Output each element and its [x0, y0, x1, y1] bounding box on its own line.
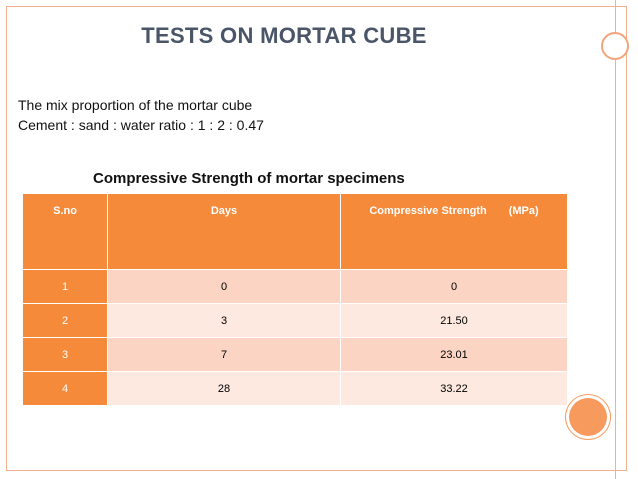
table-caption: Compressive Strength of mortar specimens: [93, 170, 405, 187]
header-sno: S.no: [22, 193, 108, 270]
slide-title: TESTS ON MORTAR CUBE: [141, 23, 427, 48]
cell-strength: 0: [340, 269, 568, 304]
cell-sno: 3: [22, 337, 108, 372]
cell-days: 28: [107, 371, 341, 406]
mix-proportion-line: The mix proportion of the mortar cube: [18, 97, 253, 113]
strength-table: S.no Days Compressive Strength (MPa) 1 0 …: [22, 193, 568, 406]
table-row: 1 0 0: [22, 269, 568, 304]
table-row: 3 7 23.01: [22, 337, 568, 372]
cell-sno: 1: [22, 269, 108, 304]
cell-days: 7: [107, 337, 341, 372]
cell-sno: 4: [22, 371, 108, 406]
table-row: 4 28 33.22: [22, 371, 568, 406]
cell-days: 3: [107, 303, 341, 338]
cell-sno: 2: [22, 303, 108, 338]
header-strength-unit: (MPa): [508, 205, 539, 217]
table-row: 2 3 21.50: [22, 303, 568, 338]
cell-strength: 21.50: [340, 303, 568, 338]
header-days: Days: [107, 193, 341, 270]
cell-days: 0: [107, 269, 341, 304]
cell-strength: 23.01: [340, 337, 568, 372]
header-strength-label: Compressive Strength: [369, 205, 487, 217]
intro-text: The mix proportion of the mortar cube Ce…: [18, 95, 264, 135]
ratio-line: Cement : sand : water ratio : 1 : 2 : 0.…: [18, 117, 264, 133]
slide-frame: [6, 6, 627, 471]
decorative-circle-filled: [569, 398, 607, 436]
decorative-circle-outline: [601, 32, 629, 60]
decorative-edge-line: [615, 0, 616, 479]
cell-strength: 33.22: [340, 371, 568, 406]
header-strength: Compressive Strength (MPa): [340, 193, 568, 270]
table-header-row: S.no Days Compressive Strength (MPa): [22, 193, 568, 270]
